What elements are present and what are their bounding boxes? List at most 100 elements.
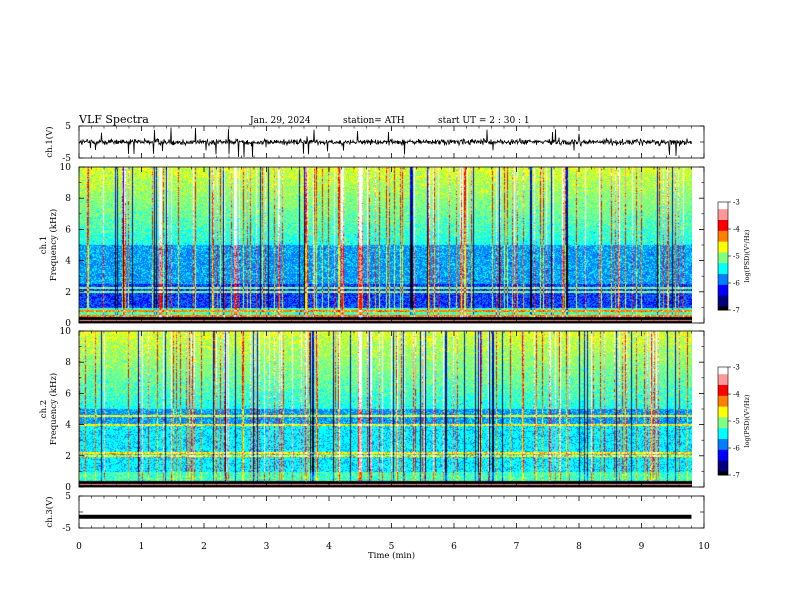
x-tick-label: 9 — [639, 542, 645, 552]
colorbar-tick-label: -4 — [733, 391, 740, 399]
colorbar-swatch — [718, 245, 728, 248]
x-tick-label: 7 — [514, 542, 520, 552]
colorbar-swatch — [718, 455, 728, 458]
colorbar-swatch — [718, 211, 728, 214]
colorbar-swatch — [718, 299, 728, 302]
colorbar-swatch — [718, 466, 728, 469]
colorbar-swatch — [718, 395, 728, 399]
colorbar-swatch — [718, 239, 728, 243]
colorbar-swatch — [718, 451, 728, 454]
colorbar-swatch — [718, 254, 728, 257]
colorbar-swatch — [718, 376, 728, 379]
ch1-colorbar: -3 -4 -5 -6 -7 log(PSD)(V²/Hz) — [717, 199, 751, 315]
colorbar-swatch — [718, 403, 728, 406]
colorbar-swatch — [718, 408, 728, 411]
y-tick-label: 8 — [65, 358, 71, 368]
colorbar-swatch — [718, 301, 728, 304]
colorbar-swatch — [718, 238, 728, 241]
colorbar-swatch — [718, 417, 728, 420]
x-tick-label: 3 — [264, 542, 270, 552]
colorbar-swatch — [718, 448, 728, 451]
colorbar-swatch — [718, 207, 728, 210]
colorbar-swatch — [718, 381, 728, 384]
y-tick-label: -5 — [62, 154, 71, 164]
ch2-spectrogram-panel: 0 2 4 6 8 10 ch.2 Frequency (kHz) — [39, 327, 705, 493]
colorbar-swatch — [718, 431, 728, 435]
colorbar-swatch — [718, 275, 728, 279]
colorbar-swatch — [718, 272, 728, 275]
colorbar-swatch — [718, 257, 728, 261]
colorbar-swatch — [718, 390, 728, 393]
x-tick-label: 10 — [698, 542, 710, 552]
x-tick-label: 5 — [389, 542, 395, 552]
spectrogram-raster — [79, 167, 692, 323]
colorbar-swatch — [718, 462, 728, 465]
colorbar-swatch — [718, 424, 728, 427]
y-tick-label: 0 — [65, 319, 71, 329]
colorbar-swatch — [718, 284, 728, 288]
colorbar-swatch — [718, 236, 728, 239]
spectrogram-raster — [79, 331, 692, 487]
colorbar-swatch — [718, 283, 728, 286]
colorbar-swatch — [718, 256, 728, 259]
colorbar-swatch — [718, 248, 728, 252]
colorbar-swatch — [718, 412, 728, 415]
colorbar-swatch — [718, 214, 728, 217]
colorbar-swatch — [718, 234, 728, 237]
y-tick-label: 4 — [65, 421, 71, 431]
colorbar-swatch — [718, 383, 728, 386]
colorbar-swatch — [718, 227, 728, 230]
y-tick-label: 5 — [65, 492, 71, 502]
colorbar-label: log(PSD)(V²/Hz) — [743, 229, 751, 282]
x-tick-label: 4 — [326, 542, 332, 552]
colorbar-swatch — [718, 202, 728, 205]
colorbar-swatch — [718, 433, 728, 436]
colorbar-swatch — [718, 268, 728, 271]
colorbar-swatch — [718, 449, 728, 453]
colorbar-swatch — [718, 247, 728, 250]
colorbar-swatch — [718, 388, 728, 391]
colorbar-swatch — [718, 286, 728, 289]
colorbar-tick-label: -7 — [733, 307, 740, 315]
colorbar-swatch — [718, 442, 728, 445]
y-tick-label: 6 — [65, 225, 71, 235]
colorbar-swatch — [718, 428, 728, 431]
colorbar-tick-label: -4 — [733, 226, 740, 234]
colorbar-swatch — [718, 368, 728, 372]
colorbar-label: log(PSD)(V²/Hz) — [743, 394, 751, 447]
y-tick-label: 10 — [60, 163, 72, 173]
colorbar-swatch — [718, 453, 728, 456]
colorbar-swatch — [718, 374, 728, 377]
date-label: Jan. 29, 2024 — [249, 116, 311, 126]
colorbar-swatch — [718, 241, 728, 244]
colorbar-swatch — [718, 302, 728, 306]
colorbar-swatch — [718, 460, 728, 463]
colorbar-swatch — [718, 265, 728, 268]
x-axis-label: Time (min) — [368, 550, 415, 561]
colorbar-swatch — [718, 446, 728, 449]
colorbar-swatch — [718, 415, 728, 418]
colorbar-tick-label: -3 — [733, 199, 740, 207]
colorbar-swatch — [718, 220, 728, 223]
colorbar-swatch — [718, 218, 728, 221]
colorbar-swatch — [718, 216, 728, 219]
y-axis-label: Frequency (kHz) — [48, 209, 59, 281]
colorbar-swatch — [718, 288, 728, 291]
colorbar-swatch — [718, 404, 728, 408]
colorbar-swatch — [718, 209, 728, 212]
colorbar-swatch — [718, 385, 728, 388]
y-tick-label: 10 — [60, 327, 72, 337]
x-tick-label: 1 — [139, 542, 145, 552]
colorbar-swatch — [718, 457, 728, 460]
colorbar-swatch — [718, 212, 728, 216]
colorbar-tick-label: -5 — [733, 418, 740, 426]
y-tick-label: 6 — [65, 389, 71, 399]
colorbar-swatch — [718, 473, 728, 476]
colorbar-tick-label: -6 — [733, 445, 740, 453]
colorbar-swatch — [718, 379, 728, 382]
colorbar-swatch — [718, 263, 728, 266]
y-axis-label: ch.2 — [39, 400, 49, 418]
colorbar-swatch — [718, 392, 728, 395]
